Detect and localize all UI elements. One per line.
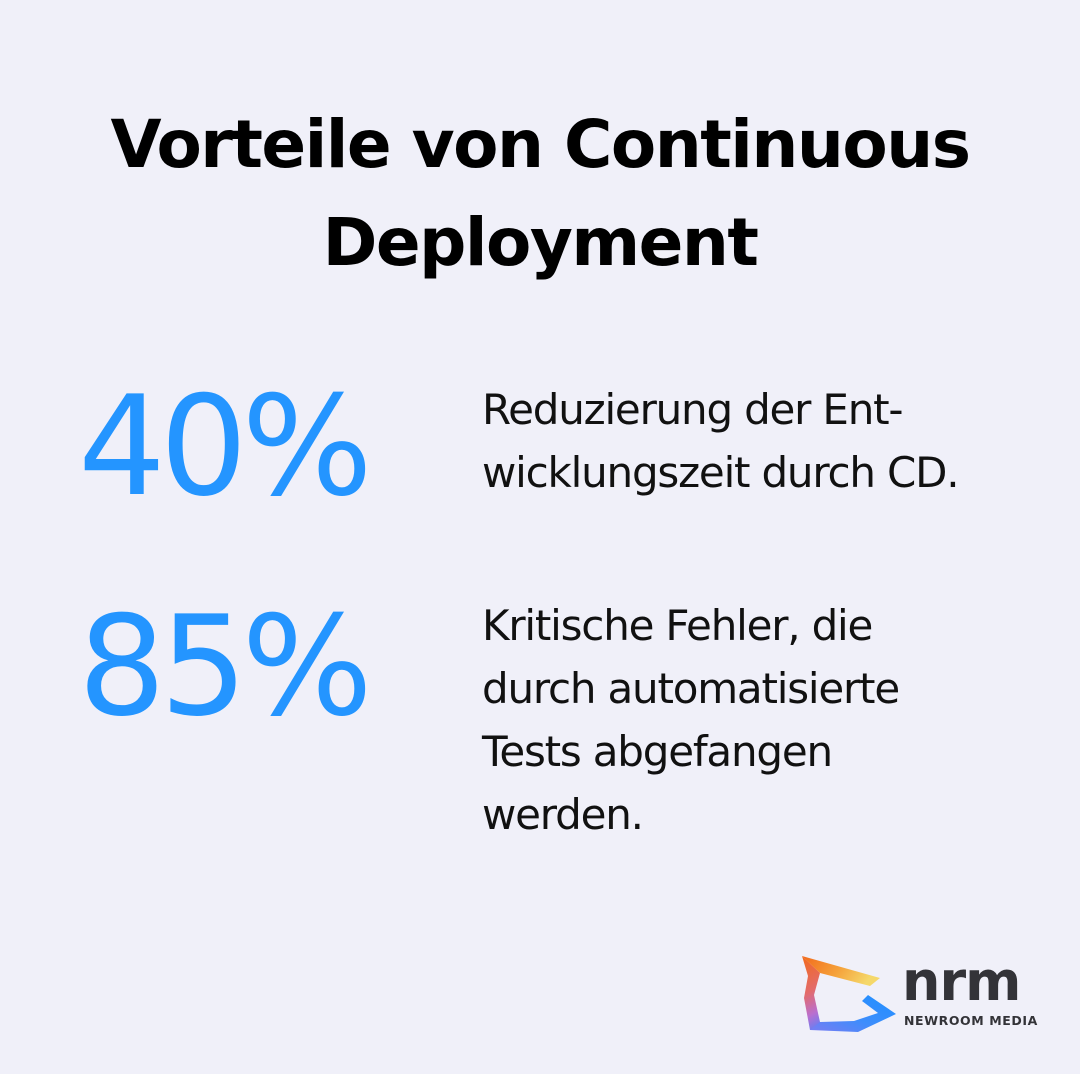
title-line-2: Deployment: [322, 204, 759, 281]
newroom-media-logo: nrm NEWROOM MEDIA: [798, 950, 1048, 1035]
title-line-1: Vorteile von Continuous: [110, 106, 971, 183]
stat-value: 85%: [78, 586, 373, 747]
page-title: Vorteile von Continuous Deployment: [0, 96, 1080, 292]
stat-description-line: durch automatisierte: [482, 664, 900, 713]
logo-subtitle: NEWROOM MEDIA: [904, 1013, 1038, 1028]
stat-description-line: Reduzierung der Ent-: [482, 385, 904, 434]
stat-description: Reduzierung der Ent- wicklungszeit durch…: [482, 378, 1042, 504]
nrm-logo-mark-icon: [802, 956, 896, 1032]
stat-description: Kritische Fehler, die durch automatisier…: [482, 594, 1042, 846]
stat-description-line: Tests abgefangen: [482, 727, 833, 776]
stat-description-line: Kritische Fehler, die: [482, 601, 873, 650]
stat-description-line: wicklungszeit durch CD.: [482, 448, 960, 497]
stat-description-line: werden.: [482, 790, 644, 839]
logo-wordmark: nrm: [902, 950, 1021, 1013]
stat-value: 40%: [78, 366, 373, 527]
